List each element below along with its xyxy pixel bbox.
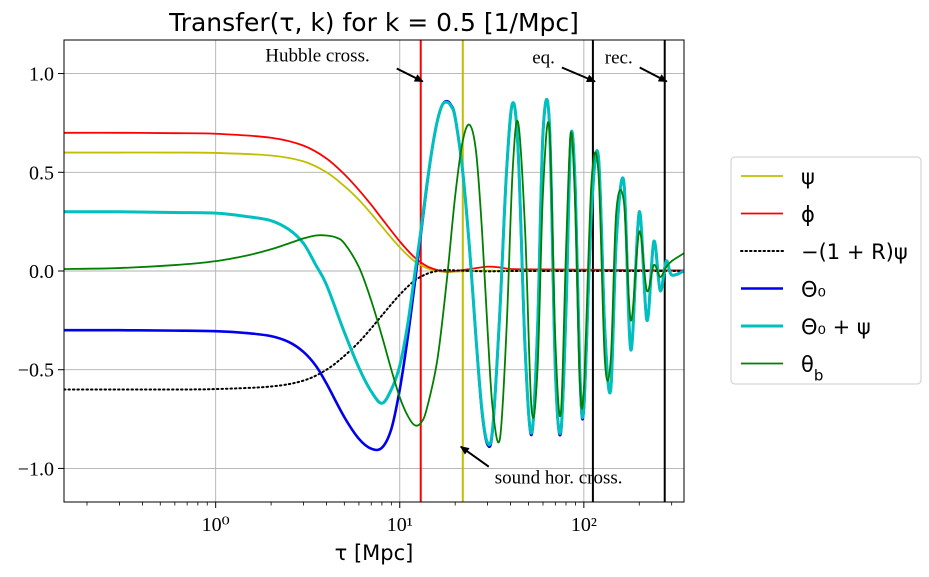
y-tick-label: 0.0: [29, 261, 54, 283]
annotation-layer: Hubble cross. eq. rec. sound hor. cross.: [265, 45, 668, 489]
legend-frame: [730, 156, 922, 385]
legend-label: Θ₀ + ψ: [801, 315, 871, 339]
series-theta0-plus-psi: [64, 97, 684, 447]
annotation-label: rec.: [605, 47, 633, 68]
legend-label: −(1 + R)ψ: [801, 240, 908, 264]
x-tick-label: 10¹: [387, 514, 413, 536]
annotation-arrow: [561, 66, 596, 83]
annotation-arrow: [639, 66, 668, 83]
annotation-arrow: [459, 445, 490, 468]
grid-layer: [64, 40, 684, 502]
annotation-label: eq.: [532, 47, 555, 68]
series-theta-b: [64, 119, 684, 444]
x-tick-label: 10²: [571, 514, 597, 536]
series-minus-one-plus-r-psi: [64, 268, 684, 391]
legend-label: ϕ: [801, 203, 815, 227]
series-phi: [64, 131, 684, 273]
series-layer: [64, 97, 684, 452]
annotation-label: sound hor. cross.: [495, 468, 623, 489]
y-tick-label: 0.5: [29, 162, 54, 184]
annotation-arrow: [396, 67, 424, 83]
x-axis-label: τ [Mpc]: [335, 541, 414, 565]
chart-title: Transfer(τ, k) for k = 0.5 [1/Mpc]: [168, 8, 579, 37]
tick-layer: 10⁰ 10¹ 10² −1.0 −0.5 0.0 0.5 1.0: [18, 64, 673, 536]
x-tick-label: 10⁰: [202, 514, 230, 536]
y-tick-label: 1.0: [29, 64, 54, 86]
annotation-label: Hubble cross.: [265, 45, 369, 66]
legend-label: ψ: [801, 165, 815, 189]
legend-label: Θ₀: [801, 278, 826, 302]
y-tick-label: −0.5: [18, 360, 54, 382]
y-tick-label: −1.0: [18, 458, 54, 480]
